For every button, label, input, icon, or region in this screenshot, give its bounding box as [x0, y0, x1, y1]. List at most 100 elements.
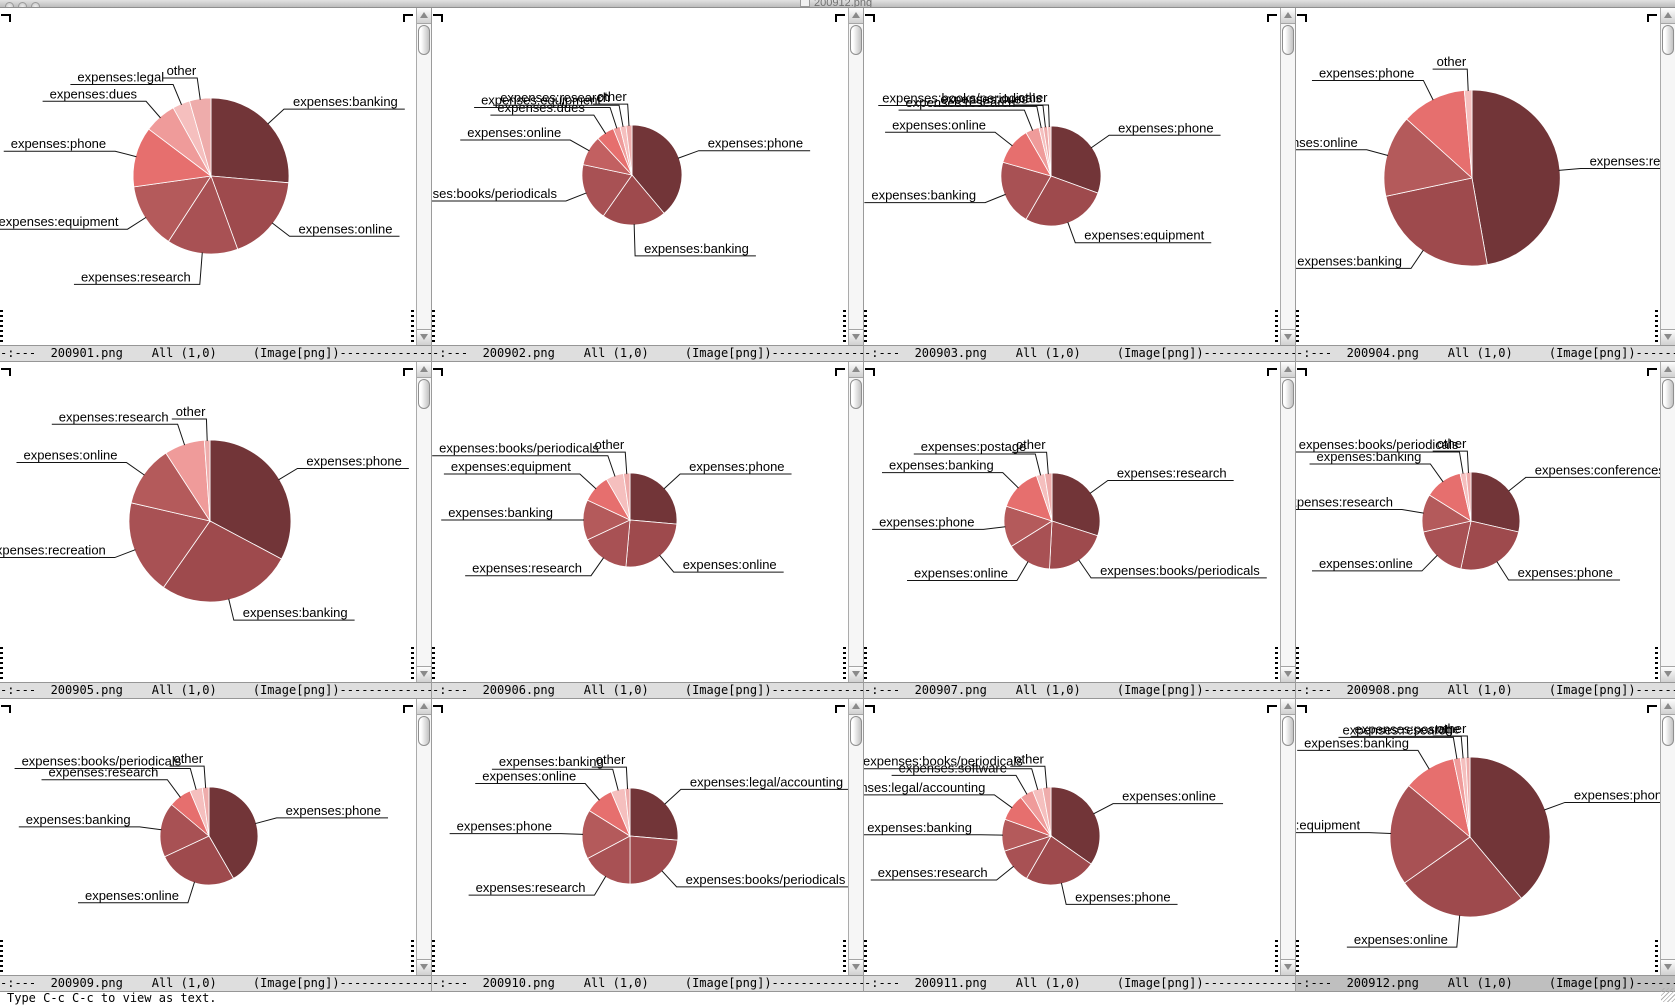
slice-label: expenses:online — [482, 769, 576, 784]
image-canvas[interactable]: expenses:phone expenses:online expenses:re… — [432, 362, 863, 682]
scrollbar-thumb[interactable] — [1662, 379, 1674, 409]
image-canvas[interactable]: expenses:phone expenses:equipment expenses… — [864, 8, 1295, 345]
image-canvas[interactable]: expenses:phone expenses:banking expenses:r… — [0, 362, 431, 682]
scroll-up-icon[interactable] — [1661, 362, 1675, 378]
scrollbar-thumb[interactable] — [418, 25, 430, 55]
mode-line[interactable]: -:--- 200904.png All (1,0) (Image[png])-… — [1296, 345, 1675, 362]
image-canvas[interactable]: expenses:research expenses:books/periodic… — [864, 362, 1295, 682]
scroll-up-icon[interactable] — [1281, 8, 1295, 24]
mode-line[interactable]: -:--- 200906.png All (1,0) (Image[png])-… — [432, 682, 863, 699]
scrollbar[interactable] — [848, 699, 863, 975]
mode-line-text: -:--- 200903.png All (1,0) (Image[png])-… — [864, 346, 1295, 360]
mode-line-text: -:--- 200904.png All (1,0) (Image[png])-… — [1296, 346, 1675, 360]
scroll-up-icon[interactable] — [417, 699, 431, 715]
mode-line[interactable]: -:--- 200905.png All (1,0) (Image[png])-… — [0, 682, 431, 699]
mode-line[interactable]: -:--- 200901.png All (1,0) (Image[png])-… — [0, 345, 431, 362]
scroll-up-icon[interactable] — [1661, 699, 1675, 715]
scrollbar-thumb[interactable] — [1662, 716, 1674, 746]
fringe-continuation-icon — [1655, 647, 1658, 680]
slice-label: expenses:equipment — [0, 214, 119, 229]
mode-line[interactable]: -:--- 200908.png All (1,0) (Image[png])-… — [1296, 682, 1675, 699]
scroll-up-icon[interactable] — [1661, 8, 1675, 24]
fringe-continuation-icon — [0, 940, 3, 973]
mode-line[interactable]: -:--- 200912.png All (1,0) (Image[png])-… — [1296, 975, 1675, 992]
fringe-continuation-icon — [411, 310, 414, 343]
slice-label: expenses:phone — [457, 819, 552, 834]
scrollbar-thumb[interactable] — [418, 379, 430, 409]
scroll-down-icon[interactable] — [1281, 329, 1295, 345]
mode-line-text: -:--- 200907.png All (1,0) (Image[png])-… — [864, 683, 1295, 697]
slice-label: other — [1437, 54, 1467, 69]
image-canvas[interactable]: expenses:phone expenses:online expenses:eq… — [1296, 699, 1675, 975]
mode-line[interactable]: -:--- 200909.png All (1,0) (Image[png])-… — [0, 975, 431, 992]
slice-label: expenses:software — [899, 760, 1007, 775]
scrollbar-thumb[interactable] — [850, 716, 862, 746]
scroll-down-icon[interactable] — [1661, 329, 1675, 345]
slice-label: expenses:phone — [689, 459, 784, 474]
scroll-down-icon[interactable] — [1281, 959, 1295, 975]
mode-line[interactable]: -:--- 200907.png All (1,0) (Image[png])-… — [864, 682, 1295, 699]
scroll-down-icon[interactable] — [1661, 666, 1675, 682]
scroll-up-icon[interactable] — [849, 362, 863, 378]
slice-label: expenses:phone — [286, 803, 381, 818]
slice-label: expenses:equipment — [1084, 228, 1204, 243]
image-canvas[interactable]: expenses:legal/accounting expenses:books/… — [432, 699, 863, 975]
slice-label: expenses:research — [472, 561, 582, 576]
image-canvas[interactable]: expenses:online expenses:phone expenses:re… — [864, 699, 1295, 975]
scrollbar-thumb[interactable] — [1282, 25, 1294, 55]
scroll-up-icon[interactable] — [417, 8, 431, 24]
mode-line[interactable]: -:--- 200911.png All (1,0) (Image[png])-… — [864, 975, 1295, 992]
slice-label: other — [167, 63, 197, 78]
image-canvas[interactable]: expenses:conferences expenses:phone expens… — [1296, 362, 1675, 682]
scroll-down-icon[interactable] — [1281, 666, 1295, 682]
minimize-window-icon[interactable] — [18, 2, 27, 7]
scrollbar[interactable] — [416, 8, 431, 345]
scrollbar[interactable] — [848, 8, 863, 345]
image-canvas[interactable]: expenses:research expenses:banking expense… — [1296, 8, 1675, 345]
scroll-up-icon[interactable] — [417, 362, 431, 378]
scroll-down-icon[interactable] — [417, 329, 431, 345]
scroll-down-icon[interactable] — [1661, 959, 1675, 975]
scroll-down-icon[interactable] — [417, 666, 431, 682]
scroll-up-icon[interactable] — [1281, 362, 1295, 378]
mode-line[interactable]: -:--- 200903.png All (1,0) (Image[png])-… — [864, 345, 1295, 362]
fringe-overflow-icon — [403, 368, 413, 376]
scrollbar[interactable] — [848, 362, 863, 682]
scrollbar[interactable] — [1660, 8, 1675, 345]
close-window-icon[interactable] — [5, 2, 14, 7]
scroll-down-icon[interactable] — [849, 329, 863, 345]
image-canvas[interactable]: expenses:phone expenses:banking expenses:b… — [432, 8, 863, 345]
scrollbar-thumb[interactable] — [850, 25, 862, 55]
scrollbar-thumb[interactable] — [1282, 379, 1294, 409]
scrollbar[interactable] — [1280, 362, 1295, 682]
scrollbar[interactable] — [1660, 362, 1675, 682]
scroll-down-icon[interactable] — [417, 959, 431, 975]
scroll-up-icon[interactable] — [849, 8, 863, 24]
image-canvas[interactable]: expenses:phone expenses:online expenses:ba… — [0, 699, 431, 975]
slice-label: expenses:online — [1122, 789, 1216, 804]
scroll-down-icon[interactable] — [849, 959, 863, 975]
scroll-up-icon[interactable] — [1281, 699, 1295, 715]
scroll-up-icon[interactable] — [849, 699, 863, 715]
image-canvas[interactable]: expenses:banking expenses:online expenses:… — [0, 8, 431, 345]
scrollbar-thumb[interactable] — [850, 379, 862, 409]
scrollbar[interactable] — [416, 699, 431, 975]
fringe-overflow-icon — [835, 368, 845, 376]
pie-chart: expenses:research expenses:banking expense… — [1296, 54, 1660, 269]
scrollbar[interactable] — [1660, 699, 1675, 975]
scrollbar[interactable] — [416, 362, 431, 682]
scrollbar-thumb[interactable] — [1662, 25, 1674, 55]
scrollbar[interactable] — [1280, 699, 1295, 975]
mode-line[interactable]: -:--- 200902.png All (1,0) (Image[png])-… — [432, 345, 863, 362]
scroll-down-icon[interactable] — [849, 666, 863, 682]
slice-label: expenses:phone — [306, 453, 401, 468]
scrollbar-thumb[interactable] — [418, 716, 430, 746]
scrollbar-thumb[interactable] — [1282, 716, 1294, 746]
fringe-overflow-icon — [1267, 705, 1277, 713]
mode-line[interactable]: -:--- 200910.png All (1,0) (Image[png])-… — [432, 975, 863, 992]
emacs-window-200905.png: expenses:phone expenses:banking expenses:r… — [0, 362, 432, 699]
zoom-window-icon[interactable] — [31, 2, 40, 7]
resize-grip-icon[interactable] — [1661, 988, 1675, 1002]
scrollbar[interactable] — [1280, 8, 1295, 345]
slice-label: expenses:phone — [879, 514, 974, 529]
